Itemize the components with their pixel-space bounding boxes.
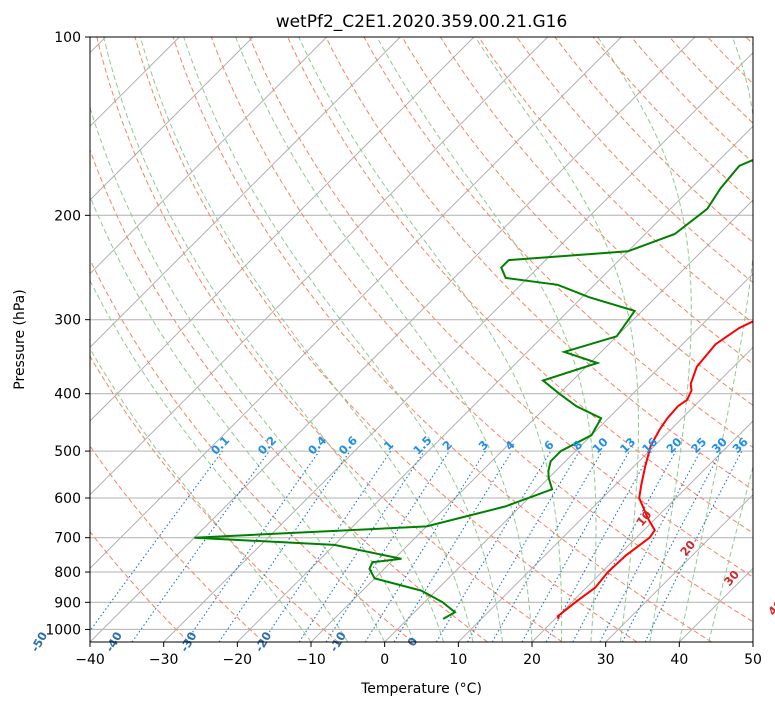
mixing-ratio-label: 0.6 <box>336 433 360 457</box>
x-tick-label: 20 <box>523 652 541 668</box>
y-tick-label: 700 <box>54 531 81 547</box>
moist-adiabat-line <box>597 37 692 642</box>
moist-adiabat-line <box>103 37 445 642</box>
mixing-ratio-line <box>262 450 392 642</box>
dry-adiabat-line <box>249 37 753 578</box>
dry-adiabat-line <box>516 37 753 284</box>
dry-adiabat-line <box>90 445 264 642</box>
y-axis-label: Pressure (hPa) <box>12 289 28 389</box>
isotherm-line <box>90 37 254 201</box>
x-tick-label: 50 <box>744 652 762 668</box>
mixing-ratio-label: 25 <box>688 435 709 456</box>
mixing-ratio-label: 0.2 <box>255 433 279 457</box>
moist-adiabat-line <box>708 465 753 642</box>
dry-adiabat-line <box>90 148 488 642</box>
mixing-ratio-line <box>364 450 486 642</box>
y-tick-label: 900 <box>54 595 81 611</box>
x-tick-label: 30 <box>597 652 615 668</box>
dry-adiabat-line <box>707 37 753 85</box>
isotherm-line <box>605 493 753 642</box>
mixing-ratio-line <box>393 450 513 642</box>
dewpoint-profile-line <box>194 158 753 620</box>
dry-adiabat-line <box>172 37 712 642</box>
moist-adiabat-line <box>376 37 597 642</box>
x-axis-label: Temperature (°C) <box>360 681 482 697</box>
y-tick-label: 200 <box>54 208 81 224</box>
mixing-ratio-label: 0.1 <box>208 433 232 457</box>
dry-adiabat-line <box>210 37 753 623</box>
moist-adiabat-line <box>235 37 533 642</box>
y-tick-label: 600 <box>54 491 81 507</box>
moist-adiabat-line <box>90 347 312 642</box>
mixing-ratio-line <box>218 450 351 642</box>
mixing-ratio-label: 10 <box>590 435 611 456</box>
dry-adiabat-line <box>478 37 753 324</box>
chart-title: wetPf2_C2E1.2020.359.00.21.G16 <box>276 12 568 32</box>
mixing-ratio-label: 30 <box>709 435 730 456</box>
dry-adiabat-line <box>96 37 563 642</box>
mixing-ratio-line <box>545 450 653 642</box>
moist-adiabat-line <box>298 37 563 642</box>
mixing-ratio-line <box>90 450 223 632</box>
y-tick-label: 800 <box>54 565 81 581</box>
moist-adiabat-label: 30 <box>721 567 742 588</box>
isotherm-line <box>457 346 753 642</box>
mixing-ratio-line <box>644 450 743 642</box>
y-tick-label: 400 <box>54 387 81 403</box>
isotherm-line <box>531 420 753 642</box>
x-tick-label: −20 <box>223 652 253 668</box>
isotherm-line <box>90 37 475 422</box>
y-tick-label: 300 <box>54 313 81 329</box>
isotherm-line <box>90 37 696 642</box>
axis-ticks: −40 −30 −20 −10 0 10 20 30 40 50 100 200 300 400 500 60… <box>45 30 762 668</box>
moist-adiabat-line <box>183 37 503 642</box>
x-tick-label: −30 <box>149 652 179 668</box>
dry-adiabat-line <box>90 258 414 642</box>
dry-adiabat-line <box>745 37 753 46</box>
isotherm-line <box>236 125 753 642</box>
dry-adiabat-line <box>90 355 339 642</box>
x-tick-label: 10 <box>449 652 467 668</box>
isotherm-line <box>752 641 753 642</box>
moist-adiabat-line <box>474 37 639 642</box>
isotherm-line <box>90 37 328 275</box>
isotherm-line <box>310 199 753 642</box>
mixing-ratio-line <box>131 450 270 642</box>
y-tick-label: 100 <box>54 30 81 46</box>
x-tick-label: −40 <box>75 652 105 668</box>
x-tick-label: 40 <box>670 652 688 668</box>
isotherm-line <box>90 37 622 570</box>
dry-adiabat-line <box>363 37 753 448</box>
dry-adiabat-line <box>134 37 638 642</box>
mixing-ratio-label: 36 <box>729 435 750 456</box>
moist-adiabat-line <box>678 37 753 642</box>
mixing-ratio-line <box>185 450 320 642</box>
plot-frame <box>89 36 754 643</box>
temperature-profile-line <box>556 320 753 620</box>
dry-adiabat-line <box>90 531 190 642</box>
mixing-ratio-line <box>298 450 425 642</box>
moist-adiabat-line <box>139 37 474 642</box>
isotherm-line <box>90 37 549 496</box>
mixing-ratio-label: 20 <box>663 435 684 456</box>
isotherm-line <box>90 37 401 349</box>
moist-adiabat-label: 40 <box>765 597 775 618</box>
mixing-ratio-label: 0.4 <box>305 433 329 457</box>
x-tick-label: −10 <box>296 652 326 668</box>
mixing-ratio-line <box>325 450 450 642</box>
x-tick-label: 0 <box>380 652 389 668</box>
dry-adiabat-line <box>401 37 753 406</box>
dry-adiabat-line <box>439 37 753 365</box>
isotherm-line <box>384 272 753 642</box>
mixing-ratio-label: 16 <box>639 435 660 456</box>
plot-area <box>90 37 753 642</box>
mixing-ratio-line <box>521 450 630 642</box>
y-tick-label: 1000 <box>45 622 81 638</box>
moist-adiabat-line <box>90 195 386 642</box>
y-tick-label: 500 <box>54 444 81 460</box>
dry-adiabat-line <box>325 37 753 491</box>
mixing-ratio-label: 1.5 <box>410 433 434 457</box>
mixing-ratio-line <box>572 450 677 642</box>
